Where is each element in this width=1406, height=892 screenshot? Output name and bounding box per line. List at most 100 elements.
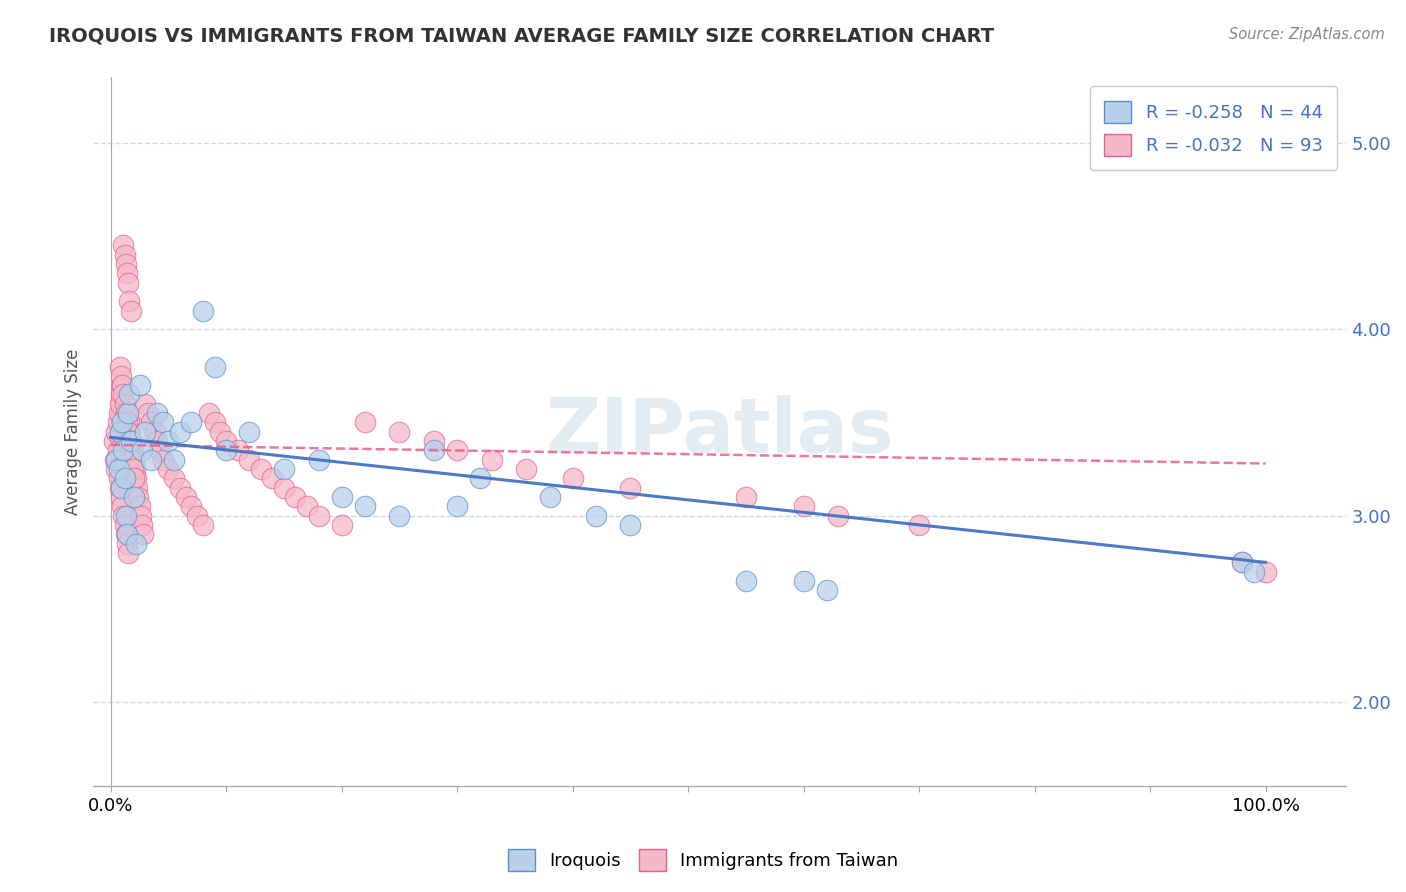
Legend: Iroquois, Immigrants from Taiwan: Iroquois, Immigrants from Taiwan: [501, 842, 905, 879]
Point: [146, 434, 169, 449]
Point: [110, 490, 132, 504]
Point: [107, 416, 129, 430]
Point: [1254, 565, 1277, 579]
Point: [107, 471, 129, 485]
Point: [388, 508, 411, 523]
Point: [112, 387, 135, 401]
Point: [111, 500, 134, 514]
Point: [561, 471, 583, 485]
Point: [330, 490, 353, 504]
Point: [827, 508, 849, 523]
Point: [114, 471, 136, 485]
Point: [115, 416, 138, 430]
Point: [118, 434, 141, 449]
Point: [111, 378, 134, 392]
Point: [114, 508, 136, 523]
Point: [110, 481, 132, 495]
Point: [117, 425, 139, 439]
Point: [122, 471, 145, 485]
Text: Source: ZipAtlas.com: Source: ZipAtlas.com: [1229, 27, 1385, 42]
Point: [143, 425, 166, 439]
Point: [120, 434, 142, 449]
Point: [128, 500, 150, 514]
Point: [115, 266, 138, 280]
Point: [127, 481, 149, 495]
Point: [124, 462, 146, 476]
Point: [157, 434, 180, 449]
Point: [107, 462, 129, 476]
Point: [110, 368, 132, 383]
Point: [273, 462, 295, 476]
Point: [308, 508, 330, 523]
Point: [215, 443, 238, 458]
Point: [111, 378, 134, 392]
Point: [353, 500, 375, 514]
Point: [110, 387, 132, 401]
Point: [330, 518, 353, 533]
Point: [619, 481, 641, 495]
Point: [1243, 565, 1265, 579]
Point: [118, 294, 141, 309]
Point: [131, 443, 153, 458]
Point: [734, 574, 756, 588]
Point: [120, 443, 142, 458]
Point: [108, 359, 131, 374]
Point: [262, 471, 284, 485]
Point: [163, 471, 186, 485]
Point: [114, 247, 136, 261]
Point: [117, 276, 139, 290]
Point: [114, 397, 136, 411]
Point: [515, 462, 537, 476]
Legend: R = -0.258   N = 44, R = -0.032   N = 93: R = -0.258 N = 44, R = -0.032 N = 93: [1090, 87, 1337, 170]
Point: [204, 359, 226, 374]
Point: [134, 397, 156, 411]
Point: [585, 508, 607, 523]
Point: [125, 471, 148, 485]
Point: [112, 508, 135, 523]
Point: [423, 443, 446, 458]
Point: [129, 508, 152, 523]
Point: [152, 416, 174, 430]
Point: [908, 518, 931, 533]
Point: [127, 490, 149, 504]
Point: [134, 425, 156, 439]
Point: [191, 518, 214, 533]
Point: [105, 462, 128, 476]
Point: [117, 546, 139, 560]
Point: [117, 406, 139, 420]
Point: [120, 303, 142, 318]
Point: [198, 406, 221, 420]
Point: [112, 238, 135, 252]
Point: [180, 416, 202, 430]
Point: [118, 416, 141, 430]
Point: [169, 425, 191, 439]
Point: [353, 416, 375, 430]
Point: [204, 416, 226, 430]
Point: [105, 425, 128, 439]
Point: [121, 443, 143, 458]
Point: [139, 452, 162, 467]
Point: [122, 452, 145, 467]
Point: [226, 443, 249, 458]
Point: [128, 378, 150, 392]
Y-axis label: Average Family Size: Average Family Size: [65, 349, 82, 515]
Point: [793, 500, 815, 514]
Point: [815, 583, 838, 598]
Point: [114, 406, 136, 420]
Point: [108, 425, 131, 439]
Point: [146, 406, 169, 420]
Point: [152, 452, 174, 467]
Point: [446, 500, 468, 514]
Point: [107, 443, 129, 458]
Point: [423, 434, 446, 449]
Point: [388, 425, 411, 439]
Point: [104, 452, 127, 467]
Point: [131, 518, 153, 533]
Point: [105, 452, 128, 467]
Point: [191, 303, 214, 318]
Point: [481, 452, 503, 467]
Point: [136, 406, 159, 420]
Point: [148, 443, 170, 458]
Point: [470, 471, 492, 485]
Point: [132, 527, 155, 541]
